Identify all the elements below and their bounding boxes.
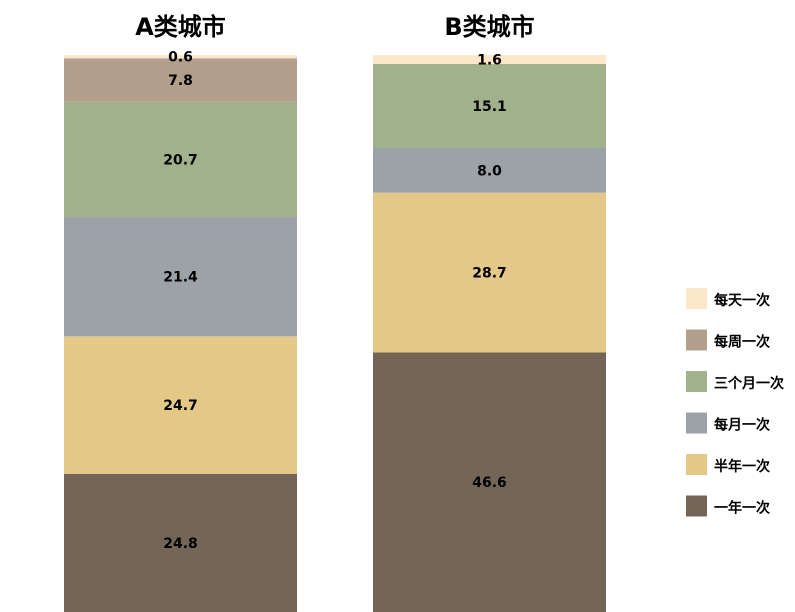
legend-label: 每周一次: [714, 334, 770, 351]
data-label: 0.6: [168, 50, 193, 66]
panel-title: B类城市: [444, 13, 534, 41]
legend-swatch: [686, 329, 707, 351]
legend-item: 每天一次: [686, 288, 770, 309]
bar-segment: [64, 58, 297, 102]
panel-title: A类城市: [135, 13, 226, 41]
bar-segment: [373, 55, 606, 64]
legend-item: 三个月一次: [686, 371, 784, 392]
chart-panels: A类城市 24.8 24.7 21.4 20.7 7.8 0.6 B类城市 46.6 28.7 8.…: [64, 13, 606, 612]
data-label: 20.7: [163, 152, 198, 168]
legend-item: 每周一次: [686, 329, 770, 351]
data-label: 15.1: [472, 99, 507, 115]
legend-label: 每月一次: [714, 417, 770, 434]
data-label: 21.4: [163, 270, 198, 286]
legend-label: 半年一次: [714, 458, 770, 475]
legend-item: 半年一次: [686, 454, 770, 475]
data-label: 8.0: [477, 163, 502, 179]
bar-segment: [64, 473, 297, 612]
bar-segment: [64, 336, 297, 474]
data-label: 1.6: [477, 52, 502, 68]
legend-swatch: [686, 371, 707, 392]
legend-swatch: [686, 454, 707, 475]
data-label: 28.7: [472, 266, 507, 282]
data-label: 7.8: [168, 73, 193, 89]
legend-label: 三个月一次: [714, 375, 784, 392]
legend-label: 每天一次: [714, 292, 770, 309]
legend-label: 一年一次: [714, 500, 770, 517]
bar-segment: [64, 101, 297, 218]
data-label: 24.7: [163, 398, 198, 414]
legend-item: 一年一次: [686, 495, 770, 517]
data-label: 24.8: [163, 536, 198, 552]
panel-2: B类城市 46.6 28.7 8.0 15.1 1.6: [373, 13, 606, 612]
bar-segment: [373, 63, 606, 149]
legend-swatch: [686, 288, 707, 309]
bar-segment: [373, 148, 606, 193]
data-label: 46.6: [472, 475, 507, 491]
legend-swatch: [686, 412, 707, 434]
bar-segment: [373, 352, 606, 612]
legend-item: 每月一次: [686, 412, 770, 434]
panel-1: A类城市 24.8 24.7 21.4 20.7 7.8 0.6: [64, 13, 297, 612]
bar-segment: [64, 217, 297, 337]
bar-segment: [64, 55, 297, 59]
legend-swatch: [686, 495, 707, 517]
bar-segment: [373, 192, 606, 353]
